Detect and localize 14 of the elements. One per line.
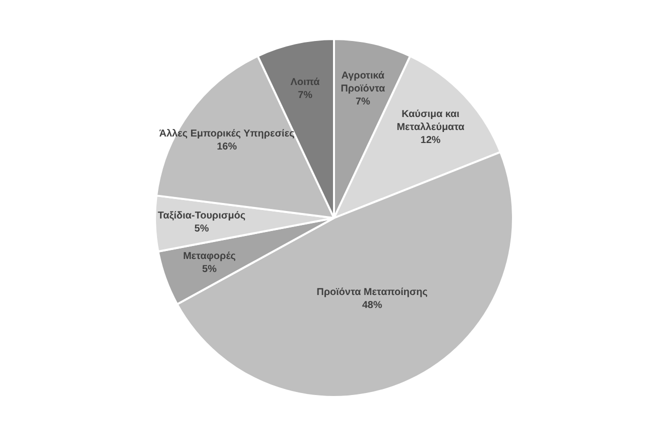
data-label: 5% — [202, 264, 217, 276]
data-label: 5% — [194, 223, 209, 234]
slice-label: Άλλες Εμπορικές Υπηρεσίες — [159, 128, 294, 140]
data-label: 7% — [356, 96, 370, 108]
data-label: 7% — [298, 90, 312, 101]
slice-label: Αγροτικά Προϊόντα — [340, 70, 386, 94]
slice-label: Καύσιμα και Μεταλλεύματα — [396, 109, 466, 134]
data-label: 12% — [420, 135, 441, 146]
slice-label: Λοιπά — [290, 76, 320, 88]
data-label: 16% — [216, 141, 237, 152]
data-label: 48% — [362, 300, 382, 312]
slice-label: Μεταφορές — [183, 251, 236, 262]
slice-label: Ταξίδια-Τουρισμός — [158, 210, 246, 222]
slice-label: Προϊόντα Μεταποίησης — [316, 287, 428, 298]
